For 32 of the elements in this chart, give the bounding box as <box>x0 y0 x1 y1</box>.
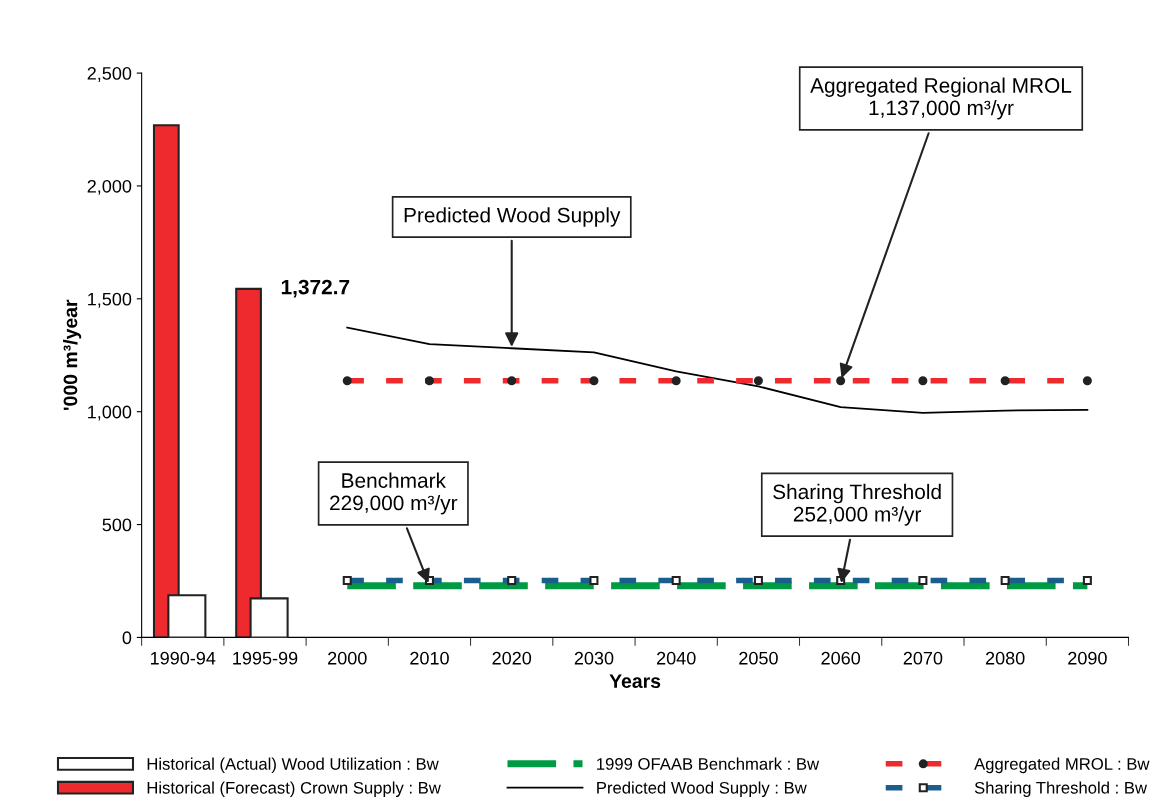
y-tick-label: 2,000 <box>87 179 132 195</box>
annotation: Aggregated Regional MROL 1,137,000 m³/yr <box>810 77 1072 120</box>
y-tick-label: 1,500 <box>88 292 132 308</box>
annotation: Sharing Threshold 252,000 m³/yr <box>773 483 941 526</box>
x-tick-label: 2040 <box>657 651 696 665</box>
x-tick-label: 2010 <box>410 651 449 665</box>
x-tick-label: 2060 <box>821 651 861 665</box>
y-axis-title: '000 m³/year <box>63 299 82 411</box>
legend-label: Sharing Threshold : Bw <box>974 781 1148 797</box>
x-tick-label: 2080 <box>985 651 1025 665</box>
y-tick-label: 500 <box>102 518 132 532</box>
legend-label: 1999 OFAAB Benchmark : Bw <box>597 757 820 770</box>
y-tick-label: 0 <box>122 631 132 645</box>
x-tick-label: 1995-99 <box>233 651 298 665</box>
x-tick-label: 2090 <box>1068 651 1107 665</box>
line-series <box>346 326 1089 414</box>
annotation: Predicted Wood Supply <box>404 207 621 227</box>
x-tick-label: 1990-94 <box>151 651 216 665</box>
legend-label: Aggregated MROL : Bw <box>974 757 1150 774</box>
y-tick-label: 1,000 <box>88 405 132 421</box>
x-tick-label: 2070 <box>903 651 943 665</box>
annotation: Benchmark 229,000 m³/yr <box>330 472 458 515</box>
x-tick-label: 2030 <box>574 651 614 665</box>
x-tick-label: 2020 <box>492 651 532 665</box>
y-tick-label: 2,500 <box>87 67 132 82</box>
data-label: 1,372.7 <box>281 279 350 298</box>
x-axis-title: Years <box>609 674 661 688</box>
legend-label: Predicted Wood Supply : Bw <box>597 781 807 797</box>
x-tick-label: 2050 <box>739 651 778 665</box>
legend-label: Historical (Forecast) Crown Supply : Bw <box>147 781 441 797</box>
x-tick-label: 2000 <box>328 651 367 665</box>
legend-label: Historical (Actual) Wood Utilization : Bw <box>147 757 439 774</box>
